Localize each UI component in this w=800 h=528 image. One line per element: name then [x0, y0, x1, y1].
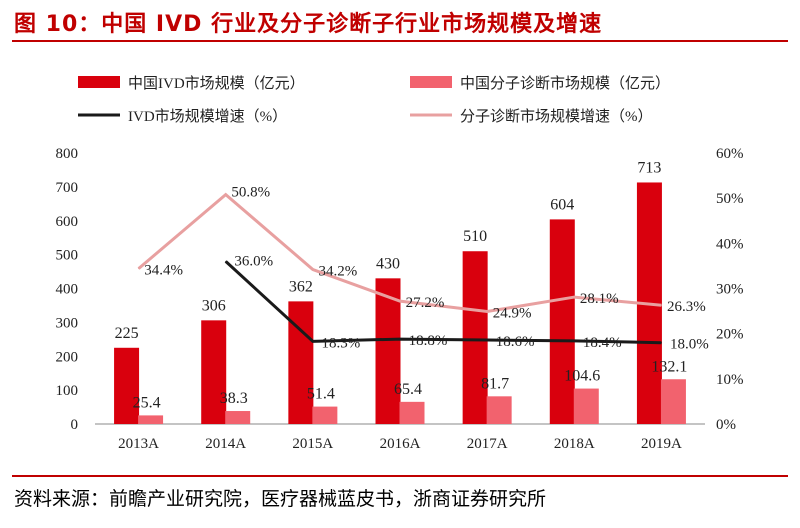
y-left-tick-label: 500 — [56, 248, 79, 264]
ivd-bar — [201, 320, 227, 424]
md-growth-label: 34.2% — [318, 264, 357, 280]
ivd-bar — [462, 251, 488, 424]
legend-swatch-1 — [410, 76, 452, 88]
ivd-bar-label: 430 — [376, 255, 400, 272]
md-growth-point — [138, 268, 140, 270]
y-left-tick-label: 200 — [56, 349, 79, 365]
ivd-bar-label: 604 — [550, 196, 574, 213]
md-bar — [660, 379, 686, 424]
ivd-growth-point — [486, 339, 488, 341]
ivd-growth-label: 18.3% — [321, 335, 360, 351]
ivd-growth-point — [312, 340, 314, 342]
md-growth-label: 34.4% — [144, 263, 183, 279]
ivd-growth-point — [660, 342, 662, 344]
ivd-bar — [375, 278, 401, 424]
source-note: 资料来源：前瞻产业研究院，医疗器械蓝皮书，浙商证券研究所 — [14, 488, 547, 510]
legend-label-1: 中国分子诊断市场规模（亿元） — [460, 75, 670, 92]
md-bar-label: 25.4 — [133, 394, 161, 411]
ivd-growth-point — [399, 338, 401, 340]
md-bar — [225, 411, 251, 424]
ivd-growth-label: 18.0% — [670, 337, 709, 353]
axes: 0 100 200 300 400 500 600 700 800 0% 10% 20% 30% 40% 5… — [56, 146, 744, 452]
md-growth-label: 27.2% — [406, 295, 445, 311]
md-bar — [486, 396, 512, 424]
ivd-bar-label: 362 — [289, 278, 313, 295]
x-tick-label: 2014A — [205, 436, 246, 452]
md-bar — [573, 388, 599, 424]
data-labels: 225 306 362 430 510 604 713 25.4 38.3 51.4 65.4 81.… — [115, 159, 709, 411]
ivd-growth-line — [224, 260, 662, 345]
y-left-tick-label: 300 — [56, 315, 79, 331]
y-left-tick-label: 400 — [56, 282, 79, 298]
x-tick-label: 2019A — [641, 436, 682, 452]
bars — [114, 182, 686, 424]
md-bar-label: 38.3 — [220, 390, 248, 407]
ivd-bar-label: 225 — [115, 325, 139, 342]
legend: 中国IVD市场规模（亿元） 中国分子诊断市场规模（亿元） IVD市场规模增速（%） 分… — [78, 75, 670, 125]
md-growth-point — [486, 311, 488, 313]
x-tick-label: 2016A — [380, 436, 421, 452]
ivd-bar — [549, 219, 575, 424]
ivd-bar — [288, 301, 314, 424]
ivd-growth-label: 18.4% — [583, 335, 622, 351]
md-bar-label: 81.7 — [481, 375, 509, 392]
x-tick-label: 2015A — [292, 436, 333, 452]
legend-swatch-0 — [78, 76, 120, 88]
figure-title: 图 10：中国 IVD 行业及分子诊断子行业市场规模及增速 — [14, 12, 603, 37]
y-left-tick-label: 800 — [56, 146, 79, 162]
ivd-growth-label: 18.6% — [496, 334, 535, 350]
chart: 中国IVD市场规模（亿元） 中国分子诊断市场规模（亿元） IVD市场规模增速（%） 分… — [56, 75, 744, 452]
x-tick-label: 2013A — [118, 436, 159, 452]
lines — [137, 192, 662, 345]
md-bar-label: 51.4 — [307, 386, 335, 403]
legend-label-0: 中国IVD市场规模（亿元） — [128, 75, 305, 92]
legend-label-3: 分子诊断市场规模增速（%） — [460, 108, 653, 125]
md-bar-label: 104.6 — [564, 368, 600, 385]
y-left-tick-label: 100 — [56, 383, 79, 399]
y-right-tick-label: 0% — [716, 417, 736, 433]
ivd-growth-label: 18.8% — [409, 333, 448, 349]
y-right-tick-label: 20% — [716, 327, 744, 343]
md-growth-label: 24.9% — [493, 306, 532, 322]
x-tick-label: 2018A — [554, 436, 595, 452]
y-left-tick-label: 600 — [56, 214, 79, 230]
md-growth-point — [573, 296, 575, 298]
x-tick-label: 2017A — [467, 436, 508, 452]
md-growth-label: 50.8% — [231, 185, 270, 201]
title-rule — [12, 40, 788, 42]
md-bar — [312, 406, 338, 424]
y-right-tick-label: 30% — [716, 282, 744, 298]
md-bar — [138, 415, 164, 424]
ivd-bar-label: 306 — [202, 297, 226, 314]
ivd-growth-label: 36.0% — [234, 253, 273, 269]
md-bar — [399, 401, 425, 424]
legend-label-2: IVD市场规模增速（%） — [128, 108, 287, 125]
md-growth-point — [312, 269, 314, 271]
ivd-bar — [114, 347, 140, 424]
y-right-tick-label: 40% — [716, 236, 744, 252]
y-left-tick-label: 700 — [56, 180, 79, 196]
y-right-tick-label: 60% — [716, 146, 744, 162]
md-bar-label: 65.4 — [394, 381, 422, 398]
ivd-growth-point — [225, 260, 227, 262]
ivd-bar-label: 713 — [637, 159, 661, 176]
ivd-growth-point — [573, 340, 575, 342]
y-left-tick-label: 0 — [71, 417, 79, 433]
md-growth-label: 26.3% — [667, 299, 706, 315]
y-right-tick-label: 50% — [716, 191, 744, 207]
y-right-tick-label: 10% — [716, 372, 744, 388]
md-bar-label: 132.1 — [651, 358, 687, 375]
source-rule — [12, 475, 788, 477]
md-growth-point — [225, 194, 227, 196]
md-growth-label: 28.1% — [580, 291, 619, 307]
md-growth-point — [399, 300, 401, 302]
md-growth-point — [660, 304, 662, 306]
ivd-bar-label: 510 — [463, 228, 487, 245]
